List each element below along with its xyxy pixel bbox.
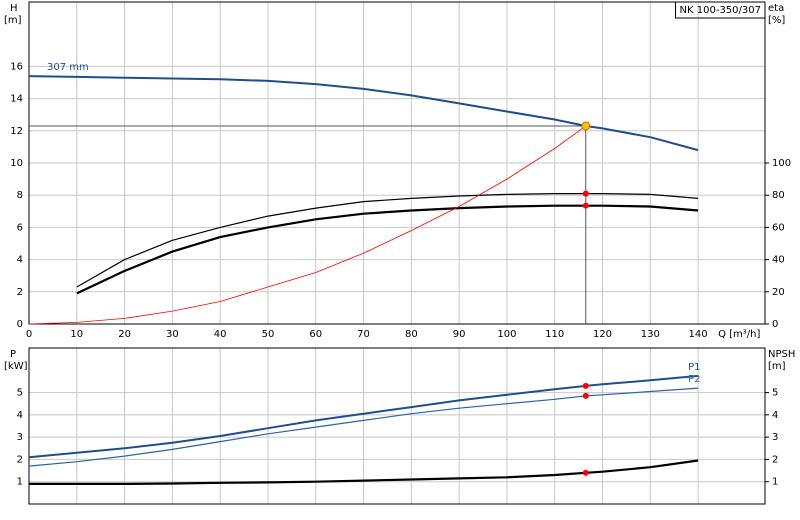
model-label: NK 100-350/307 bbox=[680, 5, 761, 16]
y-tick-label: 4 bbox=[17, 255, 23, 266]
x-tick-label: 30 bbox=[166, 329, 179, 340]
series-label: P1 bbox=[688, 362, 700, 373]
duty-point bbox=[582, 382, 589, 389]
y2-tick-label: 80 bbox=[772, 190, 785, 201]
y2-axis-label: [m] bbox=[768, 361, 786, 372]
duty-point bbox=[582, 202, 589, 209]
x-tick-label: 20 bbox=[118, 329, 131, 340]
y-axis-label: P bbox=[10, 349, 16, 360]
y-tick-label: 2 bbox=[17, 454, 23, 465]
y2-tick-label: 3 bbox=[772, 432, 778, 443]
x-tick-label: 140 bbox=[689, 329, 708, 340]
x-tick-label: 70 bbox=[357, 329, 370, 340]
x-axis-label: Q [m³/h] bbox=[718, 329, 760, 340]
y-tick-label: 1 bbox=[17, 477, 23, 488]
plot-frame bbox=[28, 1, 766, 325]
y-tick-label: 8 bbox=[17, 190, 23, 201]
x-tick-label: 10 bbox=[70, 329, 83, 340]
series-label: 307 mm bbox=[47, 62, 89, 73]
model-label-box bbox=[675, 1, 766, 19]
y2-tick-label: 20 bbox=[772, 287, 785, 298]
y2-tick-label: 1 bbox=[772, 477, 778, 488]
y2-tick-label: 0 bbox=[772, 319, 778, 330]
y-tick-label: 5 bbox=[17, 388, 23, 399]
x-tick-label: 40 bbox=[214, 329, 227, 340]
x-tick-label: 80 bbox=[405, 329, 418, 340]
y-tick-label: 12 bbox=[10, 126, 23, 137]
y2-tick-label: 40 bbox=[772, 255, 785, 266]
duty-point bbox=[582, 469, 589, 476]
plot-frame bbox=[28, 347, 766, 505]
x-tick-label: 100 bbox=[497, 329, 516, 340]
series-line bbox=[28, 387, 699, 467]
duty-point bbox=[582, 190, 589, 197]
y-tick-label: 4 bbox=[17, 410, 23, 421]
series-line bbox=[28, 374, 699, 459]
x-tick-label: 130 bbox=[641, 329, 660, 340]
y-tick-label: 0 bbox=[17, 319, 23, 330]
x-tick-label: 60 bbox=[309, 329, 322, 340]
y-axis-label: [kW] bbox=[4, 361, 28, 372]
x-tick-label: 120 bbox=[593, 329, 612, 340]
y-tick-label: 2 bbox=[17, 287, 23, 298]
y-axis-label: [m] bbox=[4, 15, 22, 26]
series-line bbox=[76, 204, 699, 295]
y2-tick-label: 60 bbox=[772, 222, 785, 233]
series-line bbox=[29, 459, 699, 485]
y-axis-label: H bbox=[10, 3, 18, 14]
y-tick-label: 3 bbox=[17, 432, 23, 443]
series-label: P2 bbox=[688, 374, 700, 385]
x-tick-label: 110 bbox=[545, 329, 564, 340]
y-tick-label: 14 bbox=[10, 94, 23, 105]
series-line bbox=[28, 125, 587, 325]
x-tick-label: 0 bbox=[26, 329, 32, 340]
y2-tick-label: 4 bbox=[772, 410, 778, 421]
series-line bbox=[28, 75, 699, 152]
y2-tick-label: 2 bbox=[772, 454, 778, 465]
x-tick-label: 90 bbox=[453, 329, 466, 340]
y-tick-label: 10 bbox=[10, 158, 23, 169]
series-line bbox=[76, 193, 699, 288]
y2-axis-label: eta bbox=[768, 3, 784, 14]
y2-tick-label: 100 bbox=[772, 158, 791, 169]
y-tick-label: 16 bbox=[10, 61, 23, 72]
y2-tick-label: 5 bbox=[772, 388, 778, 399]
y2-axis-label: NPSH bbox=[768, 349, 795, 360]
duty-point bbox=[581, 121, 591, 131]
y-tick-label: 6 bbox=[17, 222, 23, 233]
y2-axis-label: [%] bbox=[768, 15, 785, 26]
x-tick-label: 50 bbox=[262, 329, 275, 340]
duty-point bbox=[582, 392, 589, 399]
